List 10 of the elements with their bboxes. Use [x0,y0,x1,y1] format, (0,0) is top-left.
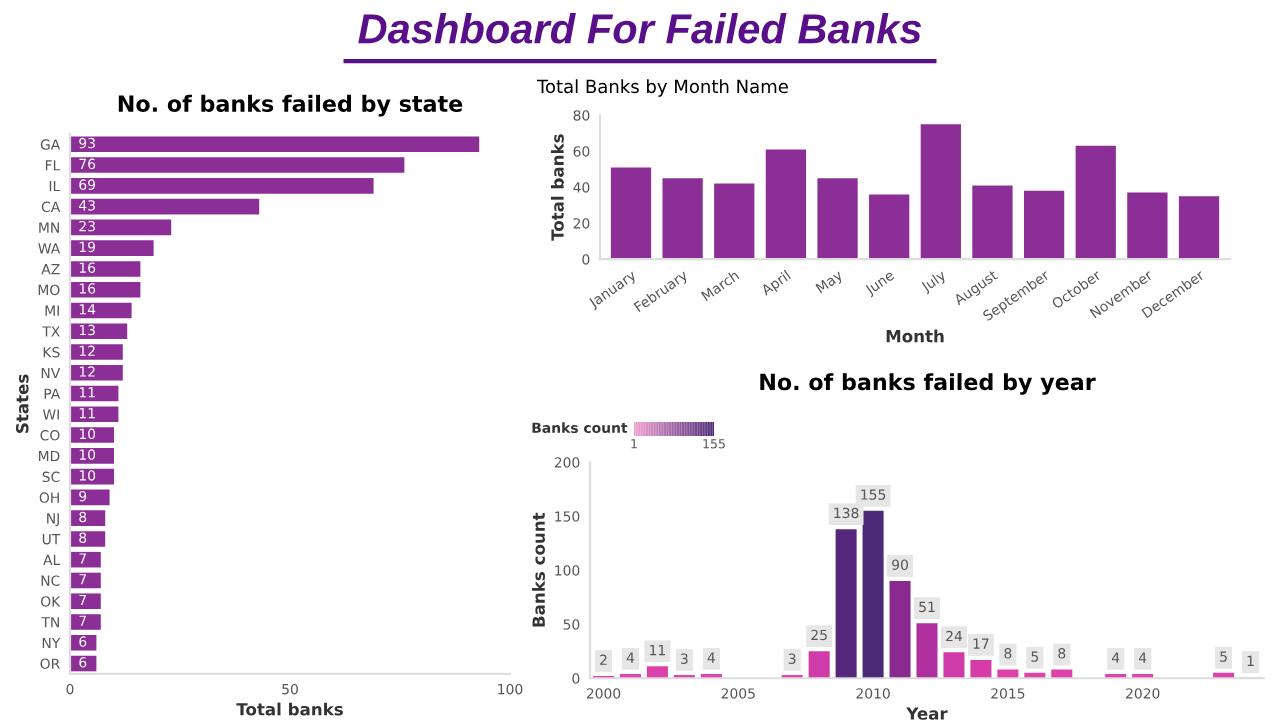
x-axis-title: Year [906,707,948,720]
y-axis-title: States [15,374,29,433]
x-axis-title: Total banks [236,702,343,716]
chart-title: Total Banks by Month Name [536,79,788,97]
y-axis-title: Total banks [550,134,564,241]
chart-title: No. of banks failed by state [118,94,463,117]
chart-title: No. of banks failed by year [760,373,1096,395]
y-axis-title: Banks count [532,512,545,627]
x-axis-title: Month [886,329,944,343]
text: Dashboard For Failed Banks [358,12,922,44]
